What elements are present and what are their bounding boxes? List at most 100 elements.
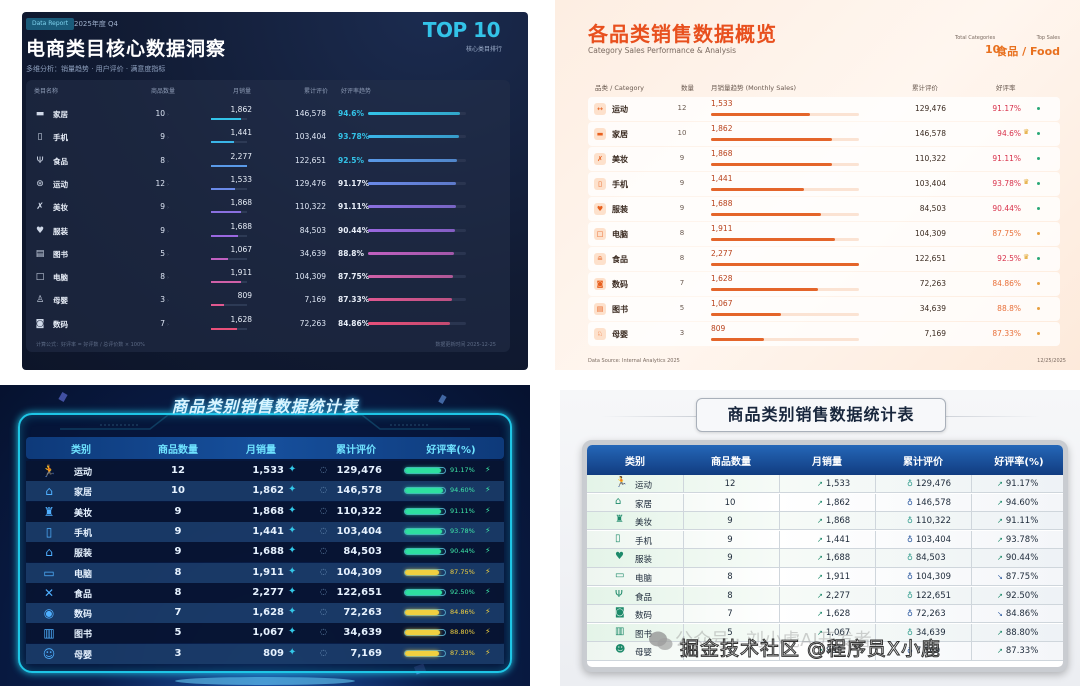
wechat-icon: [649, 631, 673, 650]
table-row[interactable]: ♘ 母婴 3 809 7,169 87.33%: [588, 322, 1060, 346]
table-row[interactable]: ▬ 家居 10 1,862 146,578 94.6% ♛: [588, 122, 1060, 146]
book-icon: ▤: [594, 303, 606, 315]
shield-icon: ◌: [320, 525, 327, 535]
monthly-sales: 1,533: [230, 174, 252, 184]
dumbbell-icon: ↔: [594, 103, 606, 115]
table-row[interactable]: ▬ 家居 10 › 1,862 146,578 94.6%: [26, 104, 510, 127]
product-count: 10: [724, 497, 736, 508]
table-row[interactable]: ◙ 数码 7 ↗ 1,628 ♁ 72,263 ↘ 84.86%: [587, 605, 1063, 624]
table-row[interactable]: ▯ 手机 9 1,441 ✦ ◌ 103,404 93.78% ⚡: [26, 521, 504, 542]
table-row[interactable]: ♜ 美妆 9 1,868 ✦ ◌ 110,322 91.11% ⚡: [26, 501, 504, 522]
header-sales: 月销量: [233, 88, 252, 95]
category-name: 食品: [612, 255, 628, 264]
rating-value: 84.86%: [338, 318, 370, 328]
table-row[interactable]: ▥ 图书 5 1,067 ✦ ◌ 34,639 88.80% ⚡: [26, 623, 504, 644]
table-row[interactable]: ▤ 图书 5 › 1,067 34,639 88.8%: [26, 244, 510, 267]
table-row[interactable]: ▥ 图书 5 ↗ 1,067 ♁ 34,639 ↗ 88.80%: [587, 623, 1063, 642]
monthly-sales: 1,628: [252, 607, 284, 619]
table-row[interactable]: ♙ 母婴 3 › 809 7,169 87.33%: [26, 290, 510, 313]
product-count: 8: [679, 229, 685, 237]
rating-bar: [368, 181, 466, 185]
table-row[interactable]: ◙ 数码 7 › 1,628 72,263 84.86%: [26, 314, 510, 337]
monthly-sales: 1,868: [230, 198, 252, 208]
table-row[interactable]: ▭ 电脑 8 1,911 ✦ ◌ 104,309 87.75% ⚡: [26, 562, 504, 583]
table-row[interactable]: ≘ 食品 8 2,277 122,651 92.5% ♛: [588, 247, 1060, 271]
rating-bar: [368, 275, 466, 279]
table-row[interactable]: Ψ 食品 8 › 2,277 122,651 92.5%: [26, 151, 510, 174]
sales-bar: [711, 313, 859, 316]
table-row[interactable]: ▯ 手机 9 1,441 103,404 93.78% ♛: [588, 172, 1060, 196]
product-count: 5: [174, 627, 182, 639]
review-count: 84,503: [919, 204, 946, 213]
chevron-icon: ›: [167, 135, 169, 142]
rating-value: 88.8%: [997, 304, 1021, 313]
chevron-icon: ›: [167, 298, 169, 305]
product-count: 7: [679, 279, 685, 287]
monthly-sales: 2,277: [252, 586, 284, 598]
shield-icon: ◌: [320, 505, 327, 515]
table-row[interactable]: ▤ 图书 5 1,067 34,639 88.8%: [588, 297, 1060, 321]
category-name: 服装: [53, 226, 68, 236]
laptop-icon: ▭: [43, 565, 55, 580]
report-period: 2025年度 Q4: [74, 20, 119, 28]
table-row[interactable]: ⌂ 服装 9 1,688 ✦ ◌ 84,503 90.44% ⚡: [26, 542, 504, 563]
rating-bar: [368, 228, 466, 232]
table-row[interactable]: ✕ 食品 8 2,277 ✦ ◌ 122,651 92.50% ⚡: [26, 582, 504, 603]
page-title: 电商类目核心数据洞察: [26, 38, 227, 60]
table-row[interactable]: □ 电脑 8 › 1,911 104,309 87.75%: [26, 267, 510, 290]
table-row[interactable]: ✗ 美妆 9 1,868 110,322 91.11%: [588, 147, 1060, 171]
table-row[interactable]: □ 电脑 8 1,911 104,309 87.75%: [588, 222, 1060, 246]
table-row[interactable]: ⌂ 家居 10 1,862 ✦ ◌ 146,578 94.60% ⚡: [26, 481, 504, 502]
table-row[interactable]: ☻ 母婴 3 ↗ 809 ♁ 7,169 ↗ 87.33%: [587, 642, 1063, 661]
table-row[interactable]: ♥ 服装 9 1,688 84,503 90.44%: [588, 197, 1060, 221]
trend-down-icon: ↘: [997, 610, 1003, 619]
table-row[interactable]: ♥ 服装 9 ↗ 1,688 ♁ 84,503 ↗ 90.44%: [587, 549, 1063, 568]
bolt-icon: ⚡: [485, 525, 491, 535]
table-row[interactable]: ▭ 电脑 8 ↗ 1,911 ♁ 104,309 ↘ 87.75%: [587, 568, 1063, 587]
shield-icon: ◌: [320, 586, 327, 596]
review-count: 84,503: [343, 546, 382, 558]
review-count: ♁ 129,476: [907, 479, 952, 489]
medal-icon: ♁: [907, 609, 913, 619]
product-count: 10: [171, 485, 185, 497]
table-row[interactable]: ✗ 美妆 9 › 1,868 110,322 91.11%: [26, 197, 510, 220]
sales-bar: [211, 164, 247, 167]
category-name: 美妆: [53, 203, 68, 213]
review-count: ♁ 122,651: [907, 590, 952, 601]
table-row[interactable]: ♜ 美妆 9 ↗ 1,868 ♁ 110,322 ↗ 91.11%: [587, 512, 1063, 531]
product-count: 7: [727, 609, 733, 620]
rating-value: 87.33%: [992, 329, 1021, 338]
table-row[interactable]: ◉ 数码 7 1,628 ✦ ◌ 72,263 84.86% ⚡: [26, 603, 504, 624]
table-row[interactable]: ☺ 母婴 3 809 ✦ ◌ 7,169 87.33% ⚡: [26, 643, 504, 664]
table-row[interactable]: ⊛ 运动 12 › 1,533 129,476 91.17%: [26, 174, 510, 197]
title-banner: 商品类别销售数据统计表: [696, 398, 946, 432]
sales-bar: [711, 338, 859, 341]
neon-stats-dashboard: 商品类别销售数据统计表 类别 商品数量 月销量 累计评价 好评率(%) 🏃 运动 1…: [0, 385, 530, 686]
category-name: 手机: [612, 180, 628, 189]
rating-value: 87.75%: [450, 567, 475, 576]
category-name: 数码: [635, 611, 653, 622]
table-row[interactable]: ▯ 手机 9 › 1,441 103,404 93.78%: [26, 127, 510, 150]
table-row[interactable]: ◙ 数码 7 1,628 72,263 84.86%: [588, 272, 1060, 296]
table-row[interactable]: 🏃 运动 12 1,533 ✦ ◌ 129,476 91.17% ⚡: [26, 461, 504, 481]
chevron-icon: ›: [167, 112, 169, 118]
table-row[interactable]: ♥ 服装 9 › 1,688 84,503 90.44%: [26, 221, 510, 244]
table-row[interactable]: ▯ 手机 9 ↗ 1,441 ♁ 103,404 ↗ 93.78%: [587, 530, 1063, 549]
rating-value: ↗ 90.44%: [997, 553, 1039, 564]
table-row[interactable]: Ψ 食品 8 ↗ 2,277 ♁ 122,651 ↗ 92.50%: [587, 586, 1063, 605]
table-row[interactable]: 🏃 运动 12 ↗ 1,533 ♁ 129,476 ↗ 91.17%: [587, 475, 1063, 494]
review-count: ♁ 84,503: [907, 553, 946, 564]
table-row[interactable]: ↔ 运动 12 1,533 129,476 91.17%: [588, 97, 1060, 121]
sales-bar: [711, 113, 859, 116]
house-icon: ⌂: [45, 484, 53, 499]
sales-bar: [211, 257, 247, 260]
monthly-sales: 2,277: [230, 151, 252, 161]
rating-value: 93.78%: [450, 526, 475, 535]
monthly-sales: ↗ 1,688: [817, 553, 851, 564]
category-name: 食品: [53, 156, 68, 166]
review-count: 104,309: [336, 566, 382, 578]
status-dot-icon: [1037, 207, 1040, 210]
medal-icon: ♁: [907, 516, 913, 526]
table-row[interactable]: ⌂ 家居 10 ↗ 1,862 ♁ 146,578 ↗ 94.60%: [587, 493, 1063, 512]
rating-bar: [368, 135, 466, 139]
